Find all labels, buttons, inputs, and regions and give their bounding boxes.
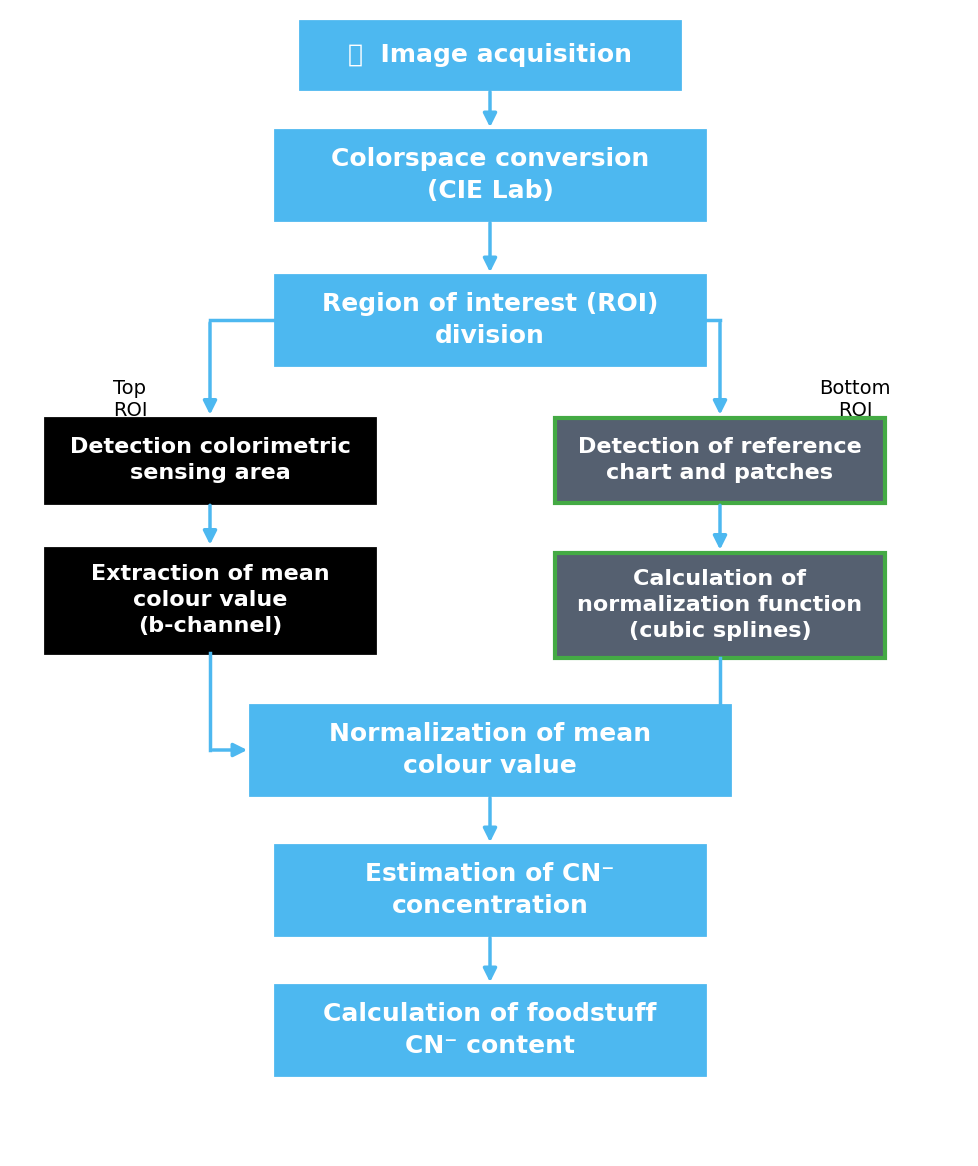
FancyBboxPatch shape [45, 548, 375, 653]
FancyBboxPatch shape [275, 845, 704, 935]
Text: Detection of reference
chart and patches: Detection of reference chart and patches [578, 437, 861, 483]
Text: Calculation of
normalization function
(cubic splines): Calculation of normalization function (c… [577, 569, 862, 641]
FancyBboxPatch shape [555, 417, 884, 503]
Text: Extraction of mean
colour value
(b-channel): Extraction of mean colour value (b-chann… [91, 563, 329, 637]
FancyBboxPatch shape [275, 275, 704, 365]
Text: Region of interest (ROI)
division: Region of interest (ROI) division [322, 293, 657, 347]
FancyBboxPatch shape [275, 129, 704, 220]
Text: Calculation of foodstuff
CN⁻ content: Calculation of foodstuff CN⁻ content [323, 1003, 656, 1058]
Text: Bottom
ROI: Bottom ROI [819, 379, 890, 421]
FancyBboxPatch shape [299, 21, 680, 89]
FancyBboxPatch shape [275, 985, 704, 1075]
Text: 📷  Image acquisition: 📷 Image acquisition [347, 43, 632, 66]
Text: Normalization of mean
colour value: Normalization of mean colour value [329, 722, 650, 778]
FancyBboxPatch shape [45, 417, 375, 503]
FancyBboxPatch shape [555, 553, 884, 658]
Text: Estimation of CN⁻
concentration: Estimation of CN⁻ concentration [365, 862, 614, 918]
Text: Top
ROI: Top ROI [112, 379, 147, 421]
Text: Detection colorimetric
sensing area: Detection colorimetric sensing area [69, 437, 350, 483]
FancyBboxPatch shape [249, 705, 730, 795]
Text: Colorspace conversion
(CIE Lab): Colorspace conversion (CIE Lab) [331, 147, 648, 203]
